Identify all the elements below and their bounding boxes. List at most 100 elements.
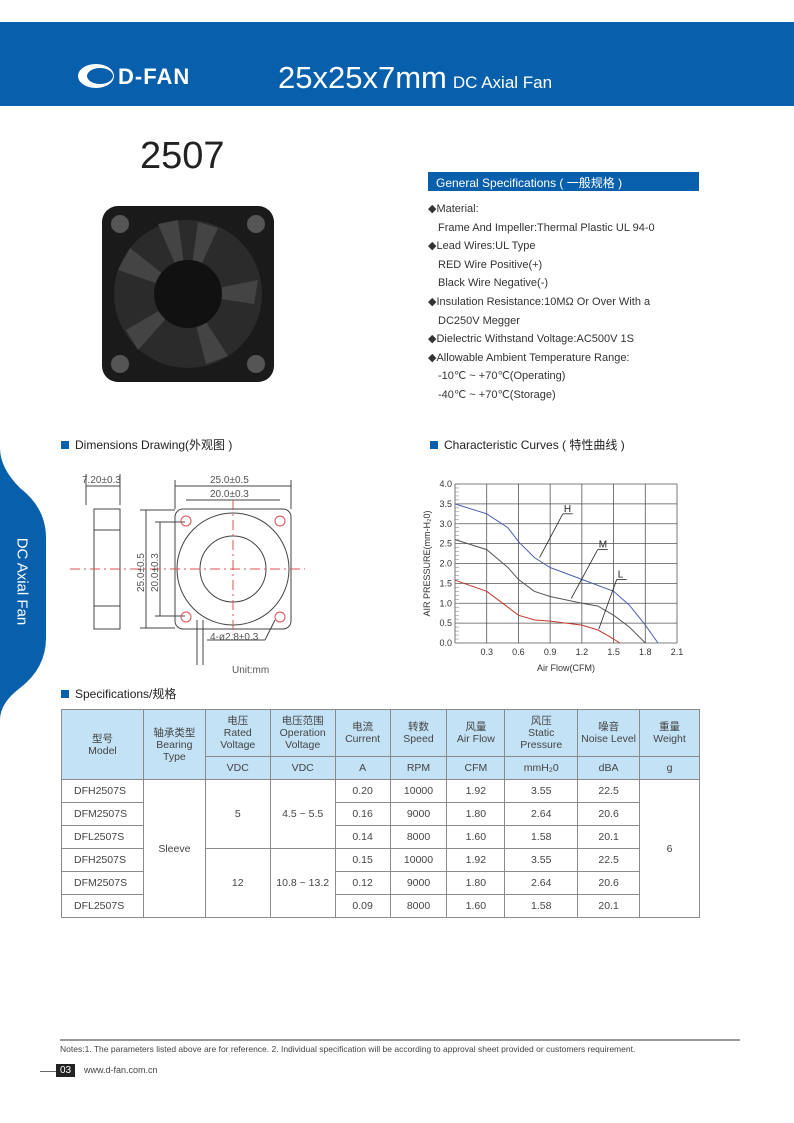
pitch-dim: 20.0±0.3 — [210, 489, 249, 500]
header-text: 风量 — [465, 721, 487, 733]
value-cell: 1.92 — [446, 848, 506, 872]
spec-text: Insulation Resistance:10MΩ Or Over With … — [436, 295, 651, 308]
dimensions-drawing: 7.20±0.3 25.0±0.5 20.0±0.3 25.0±0.5 20.0… — [70, 474, 305, 676]
square-bullet-icon — [61, 690, 69, 698]
spec-text: -10℃ ~ +70℃(Operating) — [438, 370, 566, 383]
square-bullet-icon — [61, 441, 69, 449]
diamond-bullet-icon: ◆ — [428, 351, 437, 364]
value-cell: 0.12 — [334, 871, 391, 895]
general-specs-heading: General Specifications ( 一般规格 ) — [428, 172, 699, 191]
unit-cell: VDC — [269, 756, 336, 780]
outer-dim-vertical: 25.0±0.5 — [136, 553, 147, 592]
value-cell: 10000 — [389, 779, 448, 803]
square-bullet-icon — [430, 441, 438, 449]
value-cell: 0.20 — [334, 779, 391, 803]
y-tick-label: 1.0 — [439, 598, 452, 608]
thickness-dim: 7.20±0.3 — [82, 475, 121, 486]
value-cell: 1.80 — [446, 871, 506, 895]
value-cell: 9000 — [389, 802, 448, 826]
value-cell: 1.60 — [446, 825, 506, 849]
y-tick-label: 4.0 — [439, 479, 452, 489]
x-tick-label: 1.5 — [607, 647, 620, 657]
header-text: Voltage — [220, 739, 256, 751]
operation-voltage-cell: 4.5 ~ 5.5 — [269, 779, 336, 849]
fan-photo — [102, 206, 274, 382]
header-text: Model — [88, 744, 117, 757]
spec-line: ◆Lead Wires:UL Type — [428, 237, 655, 256]
y-axis-label: AIR PRESSURE(mm-H₂0) — [422, 510, 432, 616]
column-header: 风量 Air Flow — [446, 709, 506, 757]
column-header: 轴承类型 Bearing Type — [142, 709, 206, 780]
header-text: 电流 — [352, 721, 374, 733]
outer-dim: 25.0±0.5 — [210, 475, 249, 486]
unit-label: Unit:mm — [232, 665, 269, 676]
y-tick-label: 3.0 — [439, 519, 452, 529]
hole-dim: 4-ø2.8±0.3 — [210, 632, 259, 643]
value-cell: 20.6 — [577, 802, 641, 826]
value-cell: 20.6 — [577, 871, 641, 895]
y-tick-label: 0.0 — [439, 638, 452, 648]
column-header: 风压 Static Pressure — [504, 709, 579, 757]
rated-voltage-cell: 5 — [204, 779, 271, 849]
value-cell: 0.14 — [334, 825, 391, 849]
spec-line: Black Wire Negative(-) — [428, 274, 655, 293]
model-number: 2507 — [140, 135, 225, 177]
curve-L — [454, 579, 621, 644]
y-tick-label: 1.5 — [439, 578, 452, 588]
unit-cell: g — [639, 756, 700, 780]
value-cell: 0.16 — [334, 802, 391, 826]
weight-cell: 6 — [639, 779, 700, 918]
header-banner — [0, 22, 794, 106]
spec-line: DC250V Megger — [428, 312, 655, 331]
page-number: 03 — [56, 1064, 76, 1077]
table-row: DFL2507S 0.09 8000 1.60 1.58 20.1 — [61, 894, 700, 918]
diamond-bullet-icon: ◆ — [428, 203, 437, 215]
header-text: 轴承类型 — [153, 726, 196, 739]
column-header: 电流 Current — [334, 709, 391, 757]
column-header: 电压范围 Operation Voltage — [269, 709, 336, 757]
spec-text: Frame And Impeller:Thermal Plastic UL 94… — [438, 221, 655, 234]
spec-text: Lead Wires:UL Type — [436, 240, 536, 253]
header-text: Weight — [653, 733, 686, 745]
spec-line: -40℃ ~ +70℃(Storage) — [428, 386, 655, 405]
d-fan-logo-icon — [78, 64, 114, 88]
x-tick-label: 0.3 — [480, 647, 493, 657]
column-header: 重量 Weight — [639, 709, 700, 757]
spec-line: ◆Material: — [428, 200, 655, 219]
spec-line: RED Wire Positive(+) — [428, 256, 655, 275]
x-tick-label: 2.1 — [671, 647, 684, 657]
header-text: Noise Level — [581, 733, 637, 745]
diamond-bullet-icon: ◆ — [428, 295, 437, 308]
x-tick-label: 1.8 — [639, 647, 652, 657]
value-cell: 1.80 — [446, 802, 506, 826]
unit-cell: VDC — [204, 756, 271, 780]
value-cell: 20.1 — [577, 894, 641, 918]
diamond-bullet-icon: ◆ — [428, 240, 437, 253]
spec-text: Allowable Ambient Temperature Range: — [436, 351, 630, 364]
spec-line: -10℃ ~ +70℃(Operating) — [428, 367, 655, 386]
table-row: DFH2507S 12 10.8 ~ 13.2 0.15 10000 1.92 3.55 22… — [61, 848, 700, 918]
model-cell: DFL2507S — [61, 894, 144, 918]
pointer-line — [539, 513, 564, 558]
x-tick-label: 0.6 — [512, 647, 525, 657]
pointer-line — [570, 549, 599, 599]
website-link[interactable]: www.d-fan.com.cn — [84, 1065, 158, 1075]
model-cell: DFM2507S — [61, 871, 144, 895]
value-cell: 3.55 — [504, 779, 579, 803]
notes: Notes:1. The parameters listed above are… — [60, 1044, 636, 1054]
y-tick-label: 2.0 — [439, 559, 452, 569]
header-row: 型号 Model 轴承类型 Bearing Type 电压 Rated Voltage 电压范围… — [61, 709, 700, 780]
value-cell: 8000 — [389, 894, 448, 918]
value-cell: 0.09 — [334, 894, 391, 918]
spec-line: ◆Allowable Ambient Temperature Range: — [428, 349, 655, 368]
operation-voltage-cell: 10.8 ~ 13.2 — [269, 848, 336, 918]
unit-cell: RPM — [389, 756, 448, 780]
series-label: M — [599, 540, 607, 551]
spec-text: -40℃ ~ +70℃(Storage) — [438, 388, 556, 401]
unit-cell: A — [334, 756, 391, 780]
value-cell: 1.92 — [446, 779, 506, 803]
pitch-dim-vertical: 20.0±0.3 — [150, 553, 161, 592]
header-text: 风压 — [530, 715, 552, 727]
x-axis-label: Air Flow(CFM) — [537, 663, 595, 673]
value-cell: 20.1 — [577, 825, 641, 849]
